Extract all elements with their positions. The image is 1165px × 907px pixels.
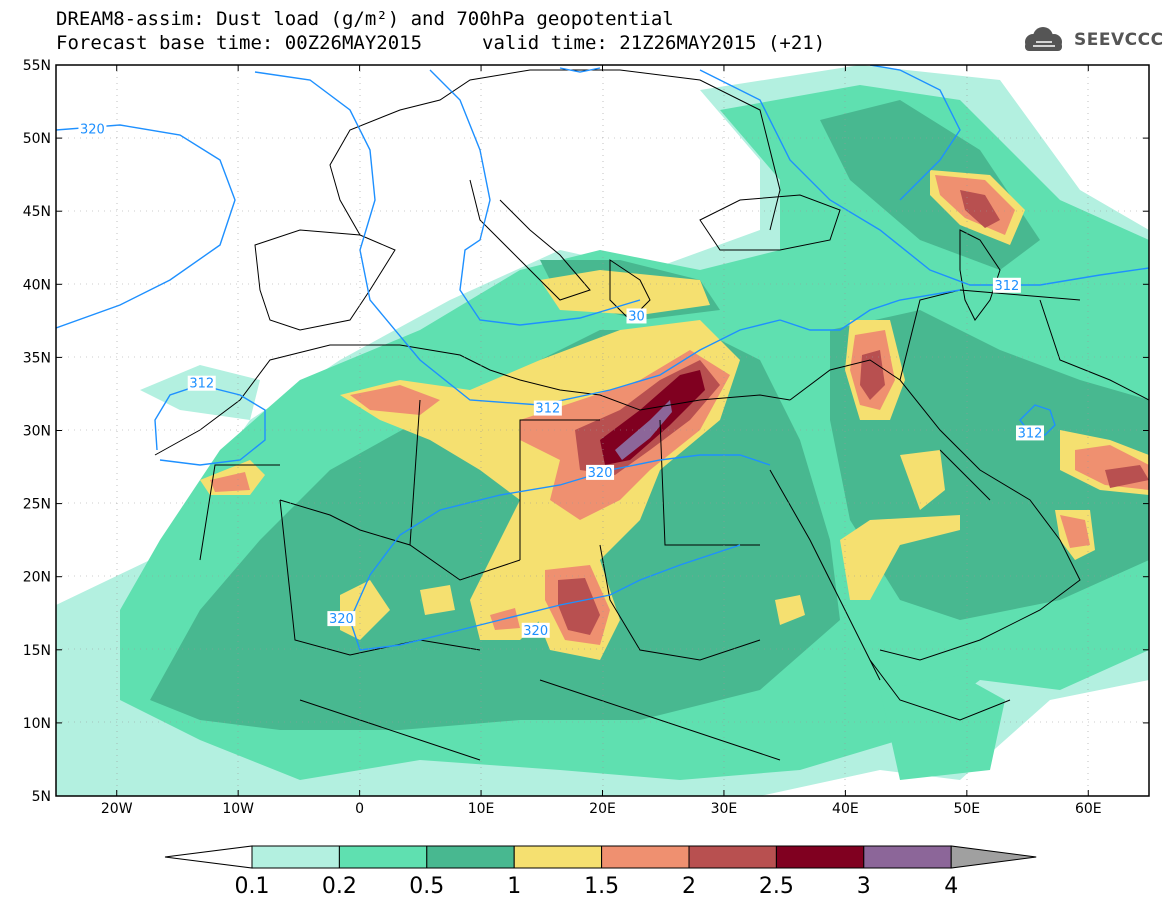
colorbar-label: 0.5 <box>409 874 444 899</box>
colorbar-label: 1 <box>507 874 521 899</box>
lat-label: 20N <box>23 570 51 586</box>
valid-time: valid time: 21Z26MAY2015 (+21) <box>482 32 826 54</box>
lat-label: 50N <box>23 131 51 147</box>
colorbar: 0.1 0.2 0.5 1 1.5 2 2.5 3 4 <box>164 845 1037 899</box>
contour-label-bg <box>187 375 216 391</box>
map-area: 320 312 312 320 320 320 30 312 312 <box>56 65 1149 796</box>
dust-band-3 <box>615 400 672 460</box>
lon-label: 40E <box>832 801 859 817</box>
lat-label: 25N <box>23 497 51 513</box>
lon-label: 30E <box>711 801 738 817</box>
colorbar-high-arrow <box>950 845 1037 869</box>
colorbar-label: 2 <box>682 874 696 899</box>
contour-label-bg <box>992 277 1021 293</box>
map-title: DREAM8-assim: Dust load (g/m²) and 700hP… <box>56 8 674 30</box>
contour-label: 320 <box>523 624 548 639</box>
colorbar-swatch <box>775 845 865 869</box>
lat-label: 35N <box>23 350 51 366</box>
contour-label-bg <box>327 611 356 627</box>
cloud-logo-icon <box>1025 27 1062 51</box>
lat-label: 15N <box>23 643 51 659</box>
lat-label: 10N <box>23 716 51 732</box>
colorbar-swatch <box>426 845 515 869</box>
colorbar-swatch <box>863 845 952 869</box>
colorbar-label: 0.1 <box>235 874 270 899</box>
colorbar-swatch <box>338 845 428 869</box>
lon-label: 20E <box>589 801 616 817</box>
contour-label-bg <box>586 464 615 480</box>
colorbar-swatch <box>513 845 603 869</box>
colorbar-swatch <box>251 845 340 869</box>
colorbar-label: 3 <box>857 874 871 899</box>
contour-label: 312 <box>994 279 1019 294</box>
lon-label: 60E <box>1075 801 1102 817</box>
latitude-labels: 55N 50N 45N 40N 35N 30N 25N 20N 15N 10N 5N <box>23 58 51 805</box>
contour-label-bg <box>626 308 647 324</box>
colorbar-swatch <box>601 845 690 869</box>
graticule <box>56 65 1149 796</box>
contour-label: 312 <box>535 402 560 417</box>
contour-labels: 320 312 312 320 320 320 30 312 312 <box>78 121 1044 639</box>
longitude-labels: 20W 10W 0 10E 20E 30E 40E 50E 60E <box>101 801 1102 817</box>
lon-label: 0 <box>355 801 364 817</box>
colorbar-label: 2.5 <box>759 874 794 899</box>
lon-label: 10W <box>222 801 254 817</box>
colorbar-label: 0.2 <box>322 874 357 899</box>
contour-label-bg <box>521 622 550 638</box>
lat-label: 55N <box>23 58 51 74</box>
contour-label: 320 <box>329 612 354 627</box>
lat-label: 40N <box>23 277 51 293</box>
lon-label: 10E <box>468 801 495 817</box>
contour-label-bg <box>78 121 107 137</box>
contour-label-bg <box>1015 425 1044 441</box>
logo-text: SEEVCCC <box>1074 30 1164 50</box>
contour-label: 312 <box>1018 426 1043 441</box>
colorbar-low-arrow <box>164 845 253 869</box>
lat-label: 30N <box>23 424 51 440</box>
contour-label: 312 <box>189 377 214 392</box>
contour-label-bg <box>533 400 562 416</box>
colorbar-label: 1.5 <box>584 874 619 899</box>
forecast-base-time: Forecast base time: 00Z26MAY2015 <box>56 32 423 54</box>
colorbar-swatch <box>688 845 777 869</box>
country-borders <box>154 69 1149 761</box>
lon-label: 20W <box>101 801 133 817</box>
colorbar-label: 4 <box>944 874 958 899</box>
contour-label: 320 <box>80 122 105 137</box>
contour-label: 30 <box>628 309 645 324</box>
lat-label: 45N <box>23 204 51 220</box>
contour-label: 320 <box>588 466 613 481</box>
lat-label: 5N <box>32 789 51 805</box>
axis-ticks <box>56 64 1149 797</box>
lon-label: 50E <box>953 801 980 817</box>
geopotential-contours <box>56 65 1149 651</box>
